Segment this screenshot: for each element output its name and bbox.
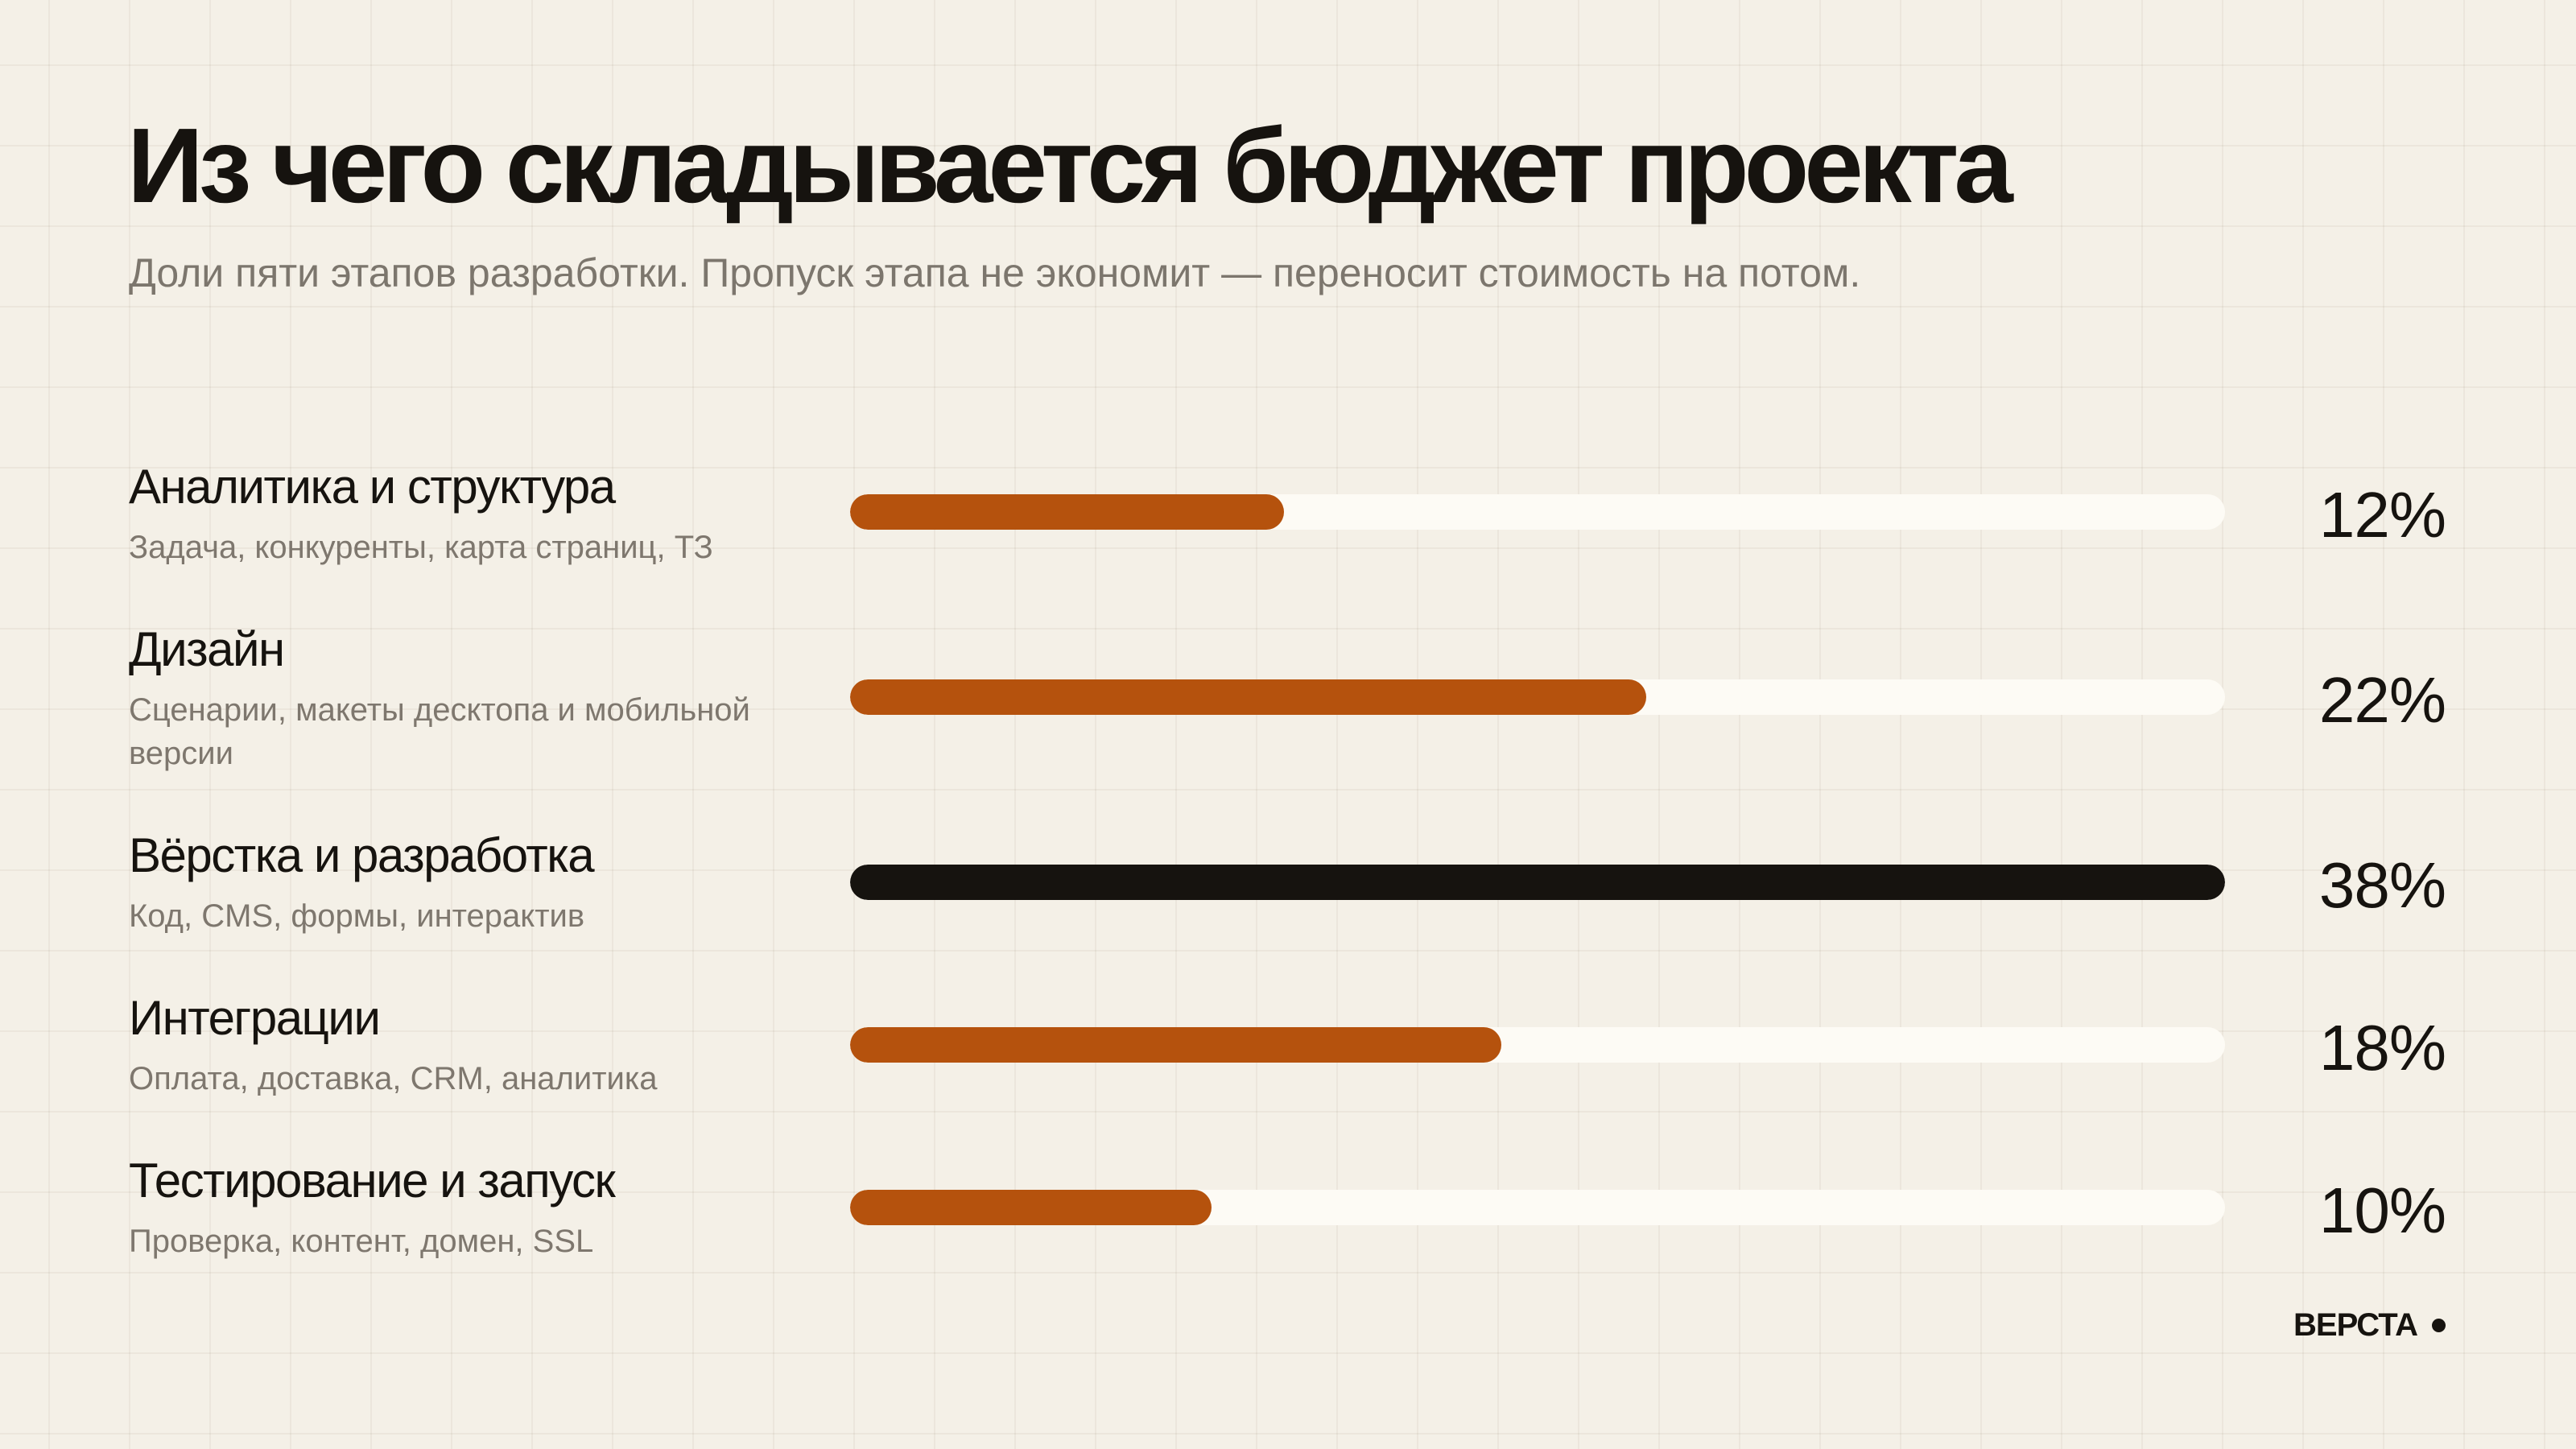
stage-description: Проверка, контент, домен, SSL — [129, 1224, 594, 1259]
bar-fill — [850, 494, 1285, 530]
stage-label: Дизайн Сценарии, макеты десктопа и мобиль… — [129, 621, 813, 775]
page-subtitle: Доли пяти этапов разработки. Пропуск эта… — [129, 250, 1861, 295]
value-label: 22% — [2318, 664, 2446, 736]
bar-fill — [850, 865, 2225, 900]
page-title: Из чего складывается бюджет проекта — [127, 106, 2013, 225]
stage-name: Вёрстка и разработка — [129, 828, 595, 882]
brand-mark: ВЕРСТА — [2293, 1307, 2446, 1344]
bar-track — [850, 1190, 2225, 1225]
bar-fill — [850, 1190, 1212, 1225]
value-label: 18% — [2318, 1012, 2446, 1084]
stage-description: Оплата, доставка, CRM, аналитика — [129, 1061, 658, 1096]
bar-track — [850, 494, 2225, 530]
brand-dot-icon — [2432, 1319, 2446, 1332]
stage-description: Сценарии, макеты десктопа и мобильной ве… — [129, 692, 750, 771]
stage-label: Аналитика и структура Задача, конкуренты,… — [129, 459, 813, 569]
stage-name: Интеграции — [129, 991, 381, 1045]
stage-label: Тестирование и запуск Проверка, контент, … — [129, 1153, 813, 1263]
bar-fill — [850, 679, 1646, 715]
stage-description: Задача, конкуренты, карта страниц, ТЗ — [129, 530, 713, 565]
brand-label: ВЕРСТА — [2293, 1307, 2418, 1343]
bar-fill — [850, 1027, 1502, 1063]
bar-track — [850, 865, 2225, 900]
value-label: 12% — [2318, 479, 2446, 551]
stage-name: Дизайн — [129, 622, 285, 676]
stage-label: Вёрстка и разработка Код, CMS, формы, инт… — [129, 828, 813, 938]
stage-label: Интеграции Оплата, доставка, CRM, аналити… — [129, 990, 813, 1100]
value-label: 38% — [2318, 849, 2446, 921]
bar-track — [850, 679, 2225, 715]
stage-description: Код, CMS, формы, интерактив — [129, 898, 585, 934]
bar-track — [850, 1027, 2225, 1063]
value-label: 10% — [2318, 1174, 2446, 1246]
stage-name: Аналитика и структура — [129, 460, 616, 514]
stage-name: Тестирование и запуск — [129, 1154, 616, 1208]
